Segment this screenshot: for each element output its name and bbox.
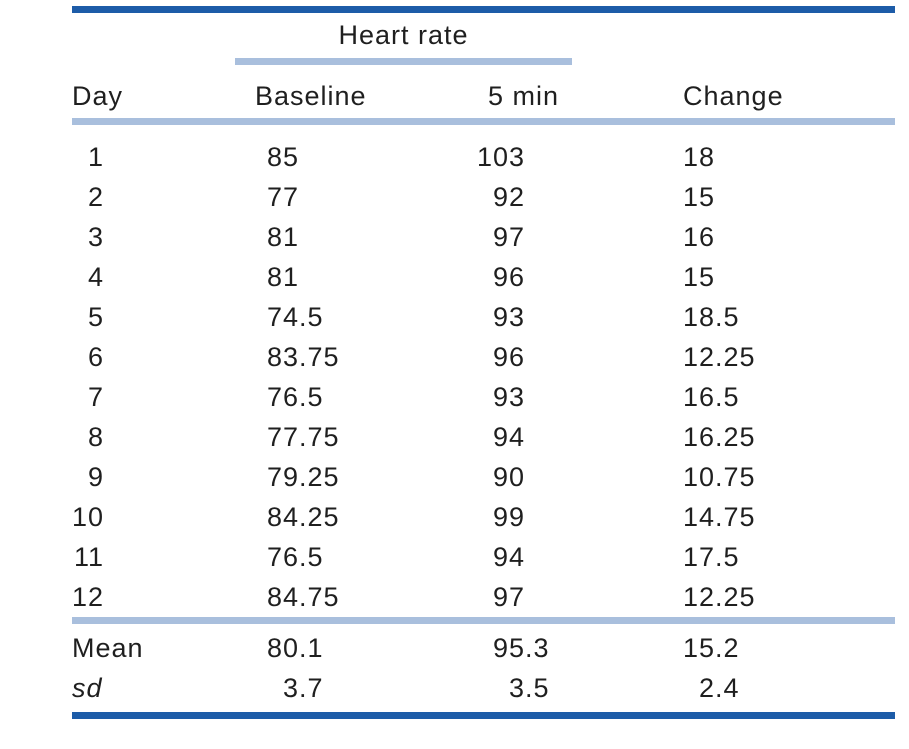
five-min-cell: 90: [492, 462, 525, 492]
table-row: 12 84.75 97 12.25: [72, 577, 895, 617]
baseline-cell: 81: [267, 262, 300, 292]
baseline-cell: 81: [267, 222, 300, 252]
sd-baseline-cell: 3.7: [282, 673, 324, 703]
change-cell: 12.25: [683, 342, 756, 372]
table-row: 6 83.75 96 12.25: [72, 337, 895, 377]
baseline-cell: 74.5: [267, 302, 324, 332]
column-header-five-min: 5 min: [488, 81, 560, 111]
day-cell: 9: [87, 462, 104, 492]
top-rule: [72, 6, 895, 13]
table-row: 2 77 92 15: [72, 177, 895, 217]
spanner-header: Heart rate: [72, 13, 895, 58]
column-header-change: Change: [683, 81, 784, 111]
sd-change-cell: 2.4: [698, 673, 740, 703]
baseline-cell: 84.25: [267, 502, 340, 532]
five-min-cell: 92: [492, 182, 525, 212]
table-row: 3 81 97 16: [72, 217, 895, 257]
five-min-cell: 94: [492, 422, 525, 452]
day-cell: 11: [73, 542, 104, 572]
change-cell: 16.5: [683, 382, 740, 412]
sd-row: sd 3.7 3.5 2.4: [72, 668, 895, 708]
table-row: 1 85 103 18: [72, 137, 895, 177]
mean-change-cell: 15.2: [683, 633, 740, 663]
baseline-cell: 79.25: [267, 462, 340, 492]
baseline-cell: 77.75: [267, 422, 340, 452]
bottom-rule: [72, 712, 895, 719]
change-cell: 10.75: [683, 462, 756, 492]
table-row: 11 76.5 94 17.5: [72, 537, 895, 577]
baseline-cell: 83.75: [267, 342, 340, 372]
day-cell: 10: [72, 502, 105, 532]
day-cell: 3: [87, 222, 104, 252]
day-cell: 1: [87, 142, 104, 172]
mean-baseline-cell: 80.1: [267, 633, 324, 663]
spanner-heading: Heart rate: [338, 20, 469, 50]
day-cell: 5: [87, 302, 104, 332]
column-header-baseline: Baseline: [255, 81, 367, 111]
day-cell: 12: [72, 582, 105, 612]
spanner-rule: [235, 58, 572, 65]
table-body: 1 85 103 18 2 77 92 15 3 81 97 16 4 81 9…: [72, 125, 895, 617]
table-row: 5 74.5 93 18.5: [72, 297, 895, 337]
five-min-cell: 97: [492, 582, 525, 612]
heart-rate-table: Heart rate Day Baseline 5 min Change 1 8…: [72, 6, 895, 719]
five-min-cell: 93: [492, 382, 525, 412]
table-row: 4 81 96 15: [72, 257, 895, 297]
change-cell: 18.5: [683, 302, 740, 332]
table-row: 7 76.5 93 16.5: [72, 377, 895, 417]
change-cell: 16.25: [683, 422, 756, 452]
day-cell: 2: [87, 182, 104, 212]
five-min-cell: 99: [492, 502, 525, 532]
day-cell: 4: [87, 262, 104, 292]
five-min-cell: 93: [492, 302, 525, 332]
five-min-cell: 96: [492, 262, 525, 292]
spanner-rule-row: [72, 58, 895, 65]
mean-five-min-cell: 95.3: [492, 633, 550, 663]
baseline-cell: 84.75: [267, 582, 340, 612]
five-min-cell: 96: [492, 342, 525, 372]
table-row: 9 79.25 90 10.75: [72, 457, 895, 497]
five-min-cell: 94: [492, 542, 525, 572]
table-summary: Mean 80.1 95.3 15.2 sd 3.7 3.5 2.4: [72, 624, 895, 712]
mean-label: Mean: [72, 633, 144, 663]
header-rule: [72, 118, 895, 125]
day-cell: 7: [87, 382, 104, 412]
day-cell: 6: [87, 342, 104, 372]
baseline-cell: 85: [267, 142, 300, 172]
sd-label: sd: [72, 673, 103, 703]
summary-rule: [72, 617, 895, 624]
column-header-day: Day: [72, 81, 124, 111]
day-cell: 8: [87, 422, 104, 452]
table-row: 10 84.25 99 14.75: [72, 497, 895, 537]
five-min-cell: 97: [492, 222, 525, 252]
table-row: 8 77.75 94 16.25: [72, 417, 895, 457]
change-cell: 14.75: [683, 502, 756, 532]
baseline-cell: 77: [267, 182, 300, 212]
baseline-cell: 76.5: [267, 382, 324, 412]
change-cell: 18: [683, 142, 716, 172]
baseline-cell: 76.5: [267, 542, 324, 572]
change-cell: 15: [683, 262, 716, 292]
change-cell: 15: [683, 182, 716, 212]
change-cell: 12.25: [683, 582, 756, 612]
change-cell: 16: [683, 222, 716, 252]
change-cell: 17.5: [683, 542, 740, 572]
mean-row: Mean 80.1 95.3 15.2: [72, 628, 895, 668]
five-min-cell: 103: [477, 142, 526, 172]
sd-five-min-cell: 3.5: [508, 673, 550, 703]
column-header-row: Day Baseline 5 min Change: [72, 65, 895, 118]
